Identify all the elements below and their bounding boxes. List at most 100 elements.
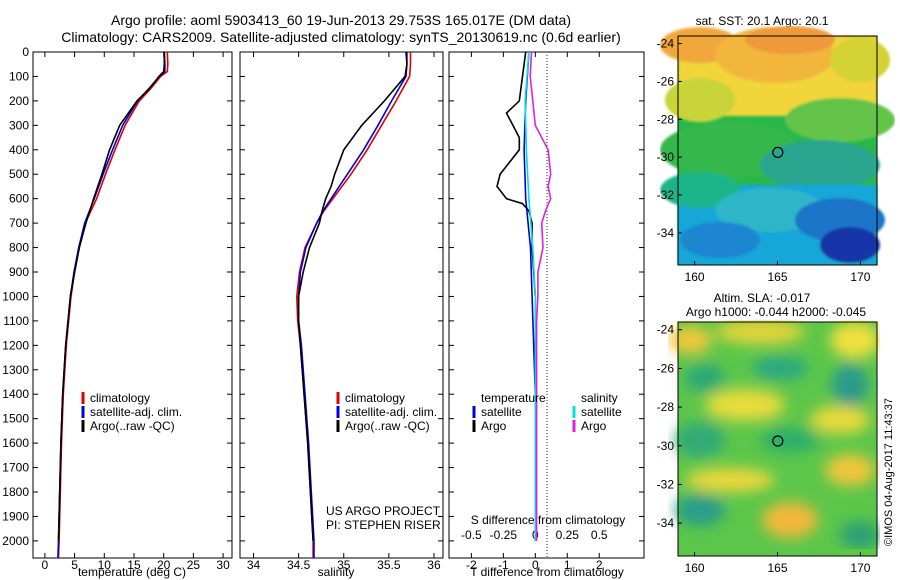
series-line-satellite-adj-clim- (57, 52, 166, 558)
x-tick-label: 165 (767, 561, 787, 575)
project-note-line-2: PI: STEPHEN RISER (326, 518, 441, 532)
legend-satellite-label: satellite-adj. clim. (90, 405, 182, 419)
project-note-line-1: US ARGO PROJECT (326, 504, 441, 518)
s-difference-tick-label: 0.25 (556, 528, 580, 542)
s-difference-tick-label: -0.5 (461, 528, 482, 542)
y-tick-label: -24 (657, 37, 675, 51)
x-tick-label: 34.5 (287, 558, 311, 572)
legend-satellite-label: satellite-adj. clim. (345, 405, 437, 419)
y-tick-label: 300 (9, 118, 29, 132)
y-tick-label: -26 (657, 74, 675, 88)
sst-map-image (660, 26, 895, 265)
sst-map-panel: sat. SST: 20.1 Argo: 20.1 (657, 14, 895, 284)
x-tick-label: 160 (685, 270, 705, 284)
s-difference-tick-label: 0.5 (591, 528, 608, 542)
y-tick-label: 200 (9, 94, 29, 108)
salinity-plot-frame (239, 51, 444, 559)
legend-temperature-title: temperature (481, 391, 546, 405)
series-line-salinity-argo (529, 52, 552, 541)
y-tick-label: 400 (9, 143, 29, 157)
s-difference-label: S difference from climatology (471, 513, 626, 527)
y-tick-label: 1300 (2, 363, 29, 377)
x-tick-label: 0 (42, 558, 49, 572)
title-line-2: Climatology: CARS2009. Satellite-adjuste… (61, 29, 621, 45)
x-tick-label: 35.5 (377, 558, 401, 572)
x-tick-label: 1 (564, 558, 571, 572)
series-line-climatology (57, 52, 169, 558)
y-tick-label: 1400 (2, 387, 29, 401)
series-line-argo-raw-qc- (57, 52, 166, 541)
sst-map-title: sat. SST: 20.1 Argo: 20.1 (696, 14, 829, 28)
y-tick-label: 1600 (2, 436, 29, 450)
series-line-salinity-satellite (524, 52, 537, 541)
sla-map-title: Altim. SLA: -0.017 (714, 291, 811, 305)
y-tick-label: 0 (22, 45, 29, 59)
legend-argo-label: Argo(..raw -QC) (345, 419, 430, 433)
y-tick-label: -28 (657, 400, 675, 414)
x-tick-label: 35 (337, 558, 351, 572)
y-tick-label: 500 (9, 167, 29, 181)
y-tick-label: 1500 (2, 412, 29, 426)
s-difference-tick-label: -0.25 (490, 528, 518, 542)
y-tick-label: -30 (657, 150, 675, 164)
legend-climatology-label: climatology (345, 391, 405, 405)
temperature-panel: 0 5 10 15 20 25 300100200300400500600700800900… (2, 45, 233, 579)
y-tick-label: -32 (657, 477, 675, 491)
y-tick-label: 700 (9, 216, 29, 230)
y-tick-label: -34 (657, 516, 675, 530)
x-tick-label: 10 (98, 558, 112, 572)
sst-float-marker (772, 146, 784, 158)
legend-temperature-satellite-label: satellite (481, 405, 522, 419)
y-tick-label: 1100 (3, 314, 29, 328)
y-tick-label: -28 (657, 112, 675, 126)
legend-salinity-argo-label: Argo (581, 419, 607, 433)
temperature-legend: climatology satellite-adj. clim. Argo(..… (81, 391, 182, 433)
y-tick-label: -26 (657, 361, 675, 375)
y-tick-label: 1000 (2, 289, 29, 303)
t-difference-label: T difference from climatology (470, 565, 624, 579)
series-line-climatology (295, 52, 412, 558)
salinity-panel: 34 34.5 35 35.5 36 climatology satellite-adj… (239, 51, 444, 579)
series-line-argo-raw-qc- (297, 52, 408, 541)
x-tick-label: 30 (216, 558, 230, 572)
x-tick-label: 25 (187, 558, 201, 572)
series-line-temperature-argo (496, 52, 537, 541)
legend-climatology-label: climatology (90, 391, 150, 405)
legend-temperature-argo-label: Argo (481, 419, 507, 433)
difference-plot-frame (448, 51, 645, 559)
x-tick-label: 5 (71, 558, 78, 572)
y-tick-label: 600 (9, 192, 29, 206)
x-tick-label: 160 (685, 561, 705, 575)
y-tick-label: 1700 (2, 461, 29, 475)
x-tick-label: -2 (466, 558, 477, 572)
salinity-legend: climatology satellite-adj. clim. Argo(..… (336, 391, 437, 433)
sla-map-image (668, 320, 880, 556)
series-line-satellite-adj-clim- (297, 52, 408, 558)
y-tick-label: 1200 (2, 338, 29, 352)
salinity-x-label: salinity (318, 565, 355, 579)
y-tick-label: 1900 (2, 509, 29, 523)
legend-argo-label: Argo(..raw -QC) (90, 419, 175, 433)
sla-map-subtitle: Argo h1000: -0.044 h2000: -0.045 (686, 305, 866, 319)
difference-panel: -2 -1 0 1 2-0.5 -0.25 0 0.25 0.5 temperature sat… (448, 51, 645, 579)
temperature-plot-frame (32, 51, 233, 559)
legend-salinity-satellite-label: satellite (581, 405, 622, 419)
y-tick-label: 800 (9, 241, 29, 255)
title-line-1: Argo profile: aoml 5903413_60 19-Jun-201… (111, 12, 571, 28)
x-tick-label: -1 (498, 558, 509, 572)
legend-salinity-title: salinity (581, 391, 618, 405)
x-tick-label: 36 (427, 558, 441, 572)
y-tick-label: -30 (657, 439, 675, 453)
y-tick-label: 2000 (2, 534, 29, 548)
timestamp-label: ©IMOS 04-Aug-2017 11:43:37 (883, 398, 895, 546)
x-tick-label: 170 (850, 270, 870, 284)
y-tick-label: -34 (657, 226, 675, 240)
sla-map-panel: Altim. SLA: -0.017 Argo h1000: -0.044 h2… (657, 291, 880, 575)
x-tick-label: 15 (127, 558, 141, 572)
x-tick-label: 2 (596, 558, 603, 572)
x-tick-label: 165 (767, 270, 787, 284)
y-tick-label: -32 (657, 188, 675, 202)
temperature-x-label: temperature (deg C) (78, 565, 186, 579)
x-tick-label: 170 (850, 561, 870, 575)
